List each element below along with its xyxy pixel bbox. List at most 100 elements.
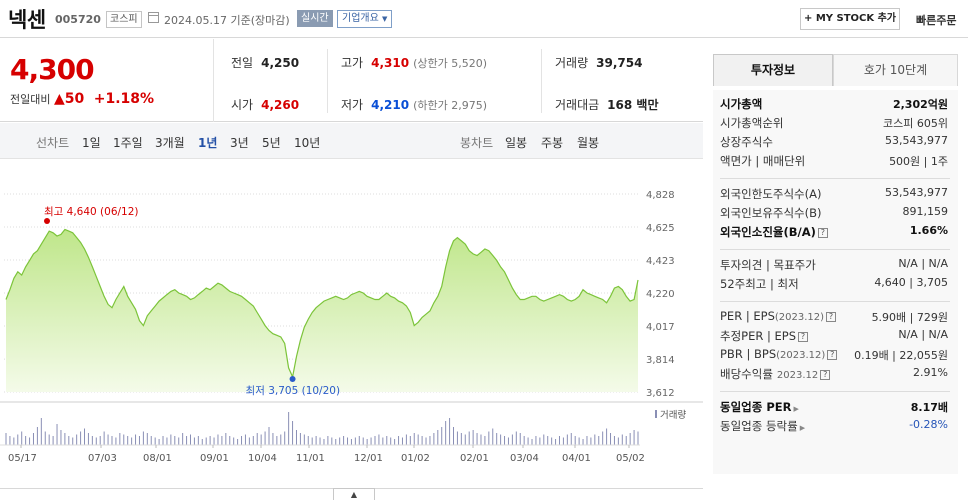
volume-bar xyxy=(48,434,50,445)
volume-bar xyxy=(178,437,180,445)
volume-bar xyxy=(492,428,494,445)
divider xyxy=(720,249,950,250)
high-label: 최고 4,640 (06/12) xyxy=(44,206,139,218)
help-icon[interactable]: ? xyxy=(827,350,838,360)
tab-investment-info[interactable]: 투자정보 xyxy=(713,54,833,86)
tab-5y[interactable]: 5년 xyxy=(262,136,281,150)
stat-label: 저가 xyxy=(341,98,364,112)
volume-bar xyxy=(201,439,203,445)
info-sublabel: 2023.12 xyxy=(776,370,819,381)
info-value: 500원 | 1주 xyxy=(889,155,948,168)
volume-bar xyxy=(610,433,612,445)
volume-bar xyxy=(32,433,34,445)
tab-monthly[interactable]: 월봉 xyxy=(577,136,600,150)
quick-order-button[interactable]: 빠른주문 xyxy=(916,14,957,27)
volume-bar xyxy=(264,431,266,445)
tab-3y[interactable]: 3년 xyxy=(230,136,249,150)
volume-bar xyxy=(445,421,447,445)
volume-bar xyxy=(119,433,121,445)
volume-bar xyxy=(602,431,604,445)
y-tick-label: 4,423 xyxy=(646,256,675,267)
volume-bar xyxy=(52,436,54,445)
chevron-down-icon: ▼ xyxy=(382,15,388,23)
volume-bar xyxy=(205,437,207,445)
volume-bar xyxy=(44,431,46,445)
stat-label: 시가 xyxy=(231,98,254,112)
volume-bar xyxy=(299,433,301,445)
x-tick-label: 05/17 xyxy=(8,453,37,464)
tab-10y[interactable]: 10년 xyxy=(294,136,321,150)
info-row-est-per: 추정PER | EPS? N/A | N/A xyxy=(720,328,950,347)
info-row-foreign-rate: 외국인소진율(B/A)? 1.66% xyxy=(720,224,950,243)
tab-orderbook[interactable]: 호가 10단계 xyxy=(833,54,958,86)
add-my-stock-button[interactable]: + MY STOCK 추가 xyxy=(800,8,900,30)
info-value: N/A | N/A xyxy=(898,328,948,341)
volume-bar xyxy=(566,434,568,445)
volume-bar xyxy=(551,437,553,445)
volume-bar xyxy=(362,437,364,445)
info-label: PBR | BPS xyxy=(720,347,777,361)
tab-3m[interactable]: 3개월 xyxy=(155,136,185,150)
help-icon[interactable]: ? xyxy=(798,332,809,342)
change-label: 전일대비 xyxy=(10,93,51,106)
volume-bar xyxy=(629,433,631,445)
volume-bar xyxy=(197,436,199,445)
help-icon[interactable]: ? xyxy=(826,312,837,322)
x-tick-label: 01/02 xyxy=(401,453,430,464)
volume-bar xyxy=(25,436,27,445)
realtime-button[interactable]: 실시간 xyxy=(297,10,333,27)
volume-bar xyxy=(280,434,282,445)
volume-bar xyxy=(543,434,545,445)
x-tick-label: 02/01 xyxy=(460,453,489,464)
stat-value: 168 백만 xyxy=(607,98,659,112)
tab-1y[interactable]: 1년 xyxy=(198,136,218,150)
info-value: 5.90배 | 729원 xyxy=(871,311,948,324)
volume-bar xyxy=(233,437,235,445)
info-label: 동일업종 PER xyxy=(720,400,792,414)
volume-bar xyxy=(456,431,458,445)
tab-1d[interactable]: 1일 xyxy=(82,136,101,150)
current-price: 4,300 xyxy=(10,53,95,86)
help-icon[interactable]: ? xyxy=(820,370,831,380)
chart-period-tabs: 선차트 1일 1주일 3개월 1년 3년 5년 10년 봉차트 일봉 주봉 월봉 xyxy=(0,123,703,159)
volume-bar xyxy=(598,436,600,445)
info-row-foreign-hold: 외국인보유주식수(B) 891,159 xyxy=(720,205,950,224)
stat-value: 4,310 xyxy=(371,56,410,70)
volume-bar xyxy=(209,436,211,445)
volume-bar xyxy=(531,439,533,445)
volume-bar xyxy=(217,434,219,445)
info-row-sector-per: 동일업종 PER ▶ 8.17배 xyxy=(720,399,950,418)
company-info-button[interactable]: 기업개요 ▼ xyxy=(337,10,393,28)
line-chart-label: 선차트 xyxy=(36,136,70,150)
y-tick-label: 3,612 xyxy=(646,388,675,399)
stock-code: 005720 xyxy=(55,13,101,26)
volume-bar xyxy=(84,428,86,445)
volume-bar xyxy=(405,434,407,445)
info-label: 배당수익률 xyxy=(720,367,773,381)
stat-label: 거래대금 xyxy=(555,98,600,112)
info-value: N/A | N/A xyxy=(898,257,948,270)
chevron-up-icon: ▲ xyxy=(350,490,358,499)
volume-bar xyxy=(5,433,7,445)
volume-bar xyxy=(288,412,290,445)
tab-daily[interactable]: 일봉 xyxy=(505,136,528,150)
x-tick-label: 09/01 xyxy=(200,453,229,464)
tab-weekly[interactable]: 주봉 xyxy=(541,136,564,150)
collapse-chart-button[interactable]: ▲ xyxy=(333,488,375,500)
divider xyxy=(720,178,950,179)
volume-bar xyxy=(17,434,19,445)
volume-bar xyxy=(123,434,125,445)
info-label: 추정PER | EPS xyxy=(720,329,797,343)
price-chart[interactable]: 4,828 4,625 4,423 4,220 4,017 3,814 3,612 최고 4,… xyxy=(0,159,703,500)
volume-bar xyxy=(370,437,372,445)
volume-bar xyxy=(225,433,227,445)
volume-bar xyxy=(315,436,317,445)
volume-bar xyxy=(441,427,443,445)
info-row-pbr: PBR | BPS(2023.12)? 0.19배 | 22,055원 xyxy=(720,347,950,366)
volume-bar xyxy=(401,437,403,445)
volume-bar xyxy=(150,436,152,445)
help-icon[interactable]: ? xyxy=(817,228,828,238)
info-label: 투자의견 | 목표주가 xyxy=(720,258,816,272)
tab-1w[interactable]: 1주일 xyxy=(113,136,143,150)
volume-bar xyxy=(319,437,321,445)
